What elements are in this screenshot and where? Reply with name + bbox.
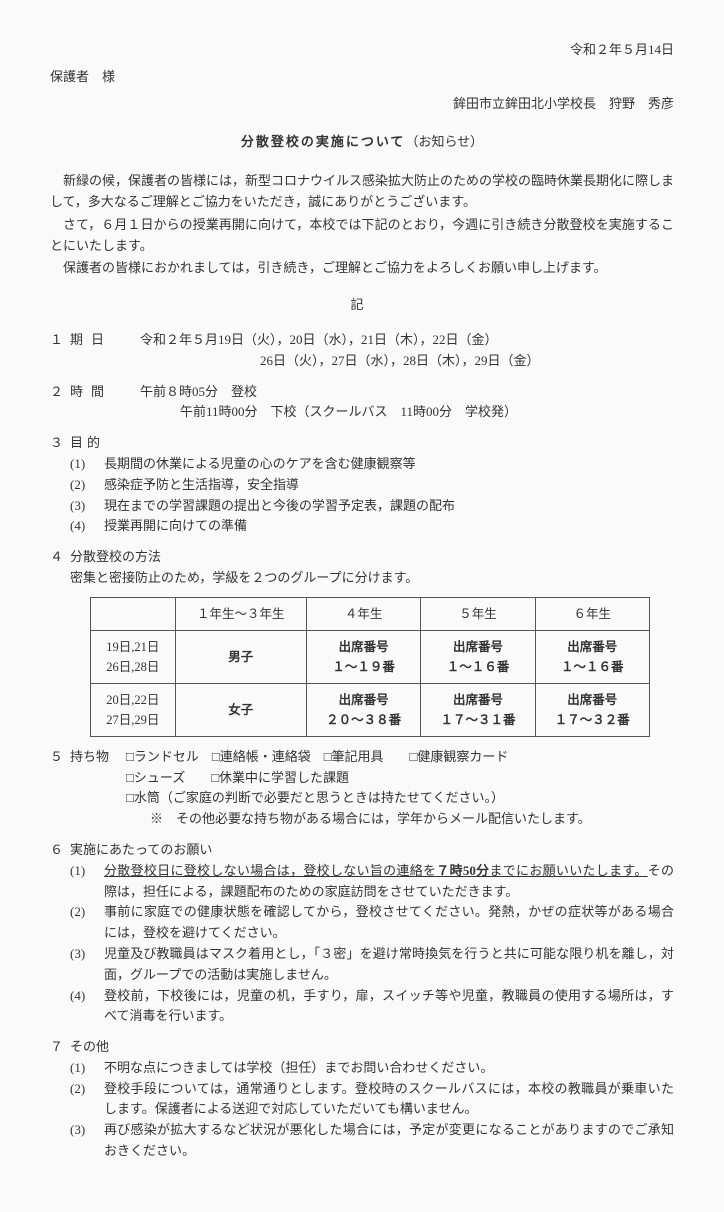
sec-label: その他 [70, 1037, 109, 1058]
sub-text: 児童及び教職員はマスク着用とし，「３密」を避け常時換気を行うと共に可能な限り机を… [104, 944, 674, 986]
sub-no: (3) [70, 1120, 104, 1162]
sec-no: ６ [50, 840, 70, 861]
items-line3: □水筒（ご家庭の判断で必要だと思うときは持たせてください。） [126, 788, 674, 809]
section-items: ５ 持ち物 □ランドセル □連絡帳・連絡袋 □筆記用具 □健康観察カード □シュ… [50, 747, 674, 830]
period-line1: 令和２年５月19日（火），20日（水），21日（木），22日（金） [140, 330, 674, 351]
sub-text: 授業再開に向けての準備 [104, 516, 674, 537]
section-request: ６ 実施にあたってのお願い (1)分散登校日に登校しない場合は，登校しない旨の連… [50, 840, 674, 1027]
recipient: 保護者 様 [50, 67, 674, 88]
sub-no: (1) [70, 454, 104, 475]
table-cell: 女子 [175, 683, 306, 736]
sec-no: １ [50, 330, 70, 351]
period-line2: 26日（火），27日（水），28日（木），29日（金） [260, 351, 674, 372]
group-table: １年生～３年生４年生５年生６年生 19日,21日26日,28日男子出席番号１～１… [90, 597, 650, 737]
sub-no: (1) [70, 861, 104, 903]
sec-label: 分散登校の方法 [70, 547, 161, 568]
section-other: ７ その他 (1)不明な点につきましては学校（担任）までお問い合わせください。(… [50, 1037, 674, 1162]
sub-text: 現在までの学習課題の提出と今後の学習予定表，課題の配布 [104, 496, 674, 517]
section-period: １ 期日 令和２年５月19日（火），20日（水），21日（木），22日（金） 2… [50, 330, 674, 372]
sub-no: (2) [70, 902, 104, 944]
items-line1: □ランドセル □連絡帳・連絡袋 □筆記用具 □健康観察カード [126, 747, 508, 768]
sec-label: 実施にあたってのお願い [70, 840, 212, 861]
sub-text: 登校手段については，通常通りとします。登校時のスクールバスには，本校の教職員が乗… [104, 1079, 674, 1121]
table-cell: 出席番号１～１６番 [421, 630, 535, 683]
sub-text: 感染症予防と生活指導，安全指導 [104, 475, 674, 496]
table-cell: 男子 [175, 630, 306, 683]
sub-text: 再び感染が拡大するなど状況が悪化した場合には，予定が変更になることがありますので… [104, 1120, 674, 1162]
intro-p3: 保護者の皆様におかれましては，引き続き，ご理解とご協力をよろしくお願い申し上げま… [50, 258, 674, 279]
sec-no: ７ [50, 1037, 70, 1058]
sub-text: 分散登校日に登校しない場合は，登校しない旨の連絡を７時50分までにお願いいたしま… [104, 861, 674, 903]
table-cell: 19日,21日26日,28日 [91, 630, 176, 683]
sec-no: ５ [50, 747, 70, 768]
title: 分散登校の実施について（お知らせ） [50, 132, 674, 153]
intro-p1: 新緑の候，保護者の皆様には，新型コロナウイルス感染拡大防止のための学校の臨時休業… [50, 171, 674, 213]
sub-no: (1) [70, 1058, 104, 1079]
items-note: ※ その他必要な持ち物がある場合には，学年からメール配信いたします。 [150, 809, 674, 830]
col-header: １年生～３年生 [175, 597, 306, 630]
sub-no: (4) [70, 986, 104, 1028]
method-desc: 密集と密接防止のため，学級を２つのグループに分けます。 [70, 568, 674, 589]
time-line2: 午前11時00分 下校（スクールバス 11時00分 学校発） [180, 402, 674, 423]
table-cell: 出席番号１７～３１番 [421, 683, 535, 736]
section-method: ４ 分散登校の方法 密集と密接防止のため，学級を２つのグループに分けます。 １年… [50, 547, 674, 737]
time-line1: 午前８時05分 登校 [140, 382, 674, 403]
sub-text: 事前に家庭での健康状態を確認してから，登校させてください。発熱，かぜの症状等があ… [104, 902, 674, 944]
section-purpose: ３ 目的 (1)長期間の休業による児童の心のケアを含む健康観察等(2)感染症予防… [50, 433, 674, 537]
section-time: ２ 時間 午前８時05分 登校 午前11時00分 下校（スクールバス 11時00… [50, 382, 674, 424]
sec-label: 期日 [70, 330, 140, 351]
title-bold: 分散登校の実施について [241, 134, 406, 149]
table-cell: 出席番号２０～３８番 [306, 683, 420, 736]
sec-label: 持ち物 [70, 747, 126, 768]
sec-no: ３ [50, 433, 70, 454]
sec-label: 目的 [70, 433, 140, 454]
sub-no: (2) [70, 1079, 104, 1121]
items-line2: □シューズ □休業中に学習した課題 [126, 768, 674, 789]
title-suffix: （お知らせ） [405, 134, 483, 149]
ki-mark: 記 [50, 295, 674, 316]
table-cell: 出席番号１７～３２番 [535, 683, 649, 736]
table-cell: 出席番号１～１９番 [306, 630, 420, 683]
sub-no: (2) [70, 475, 104, 496]
col-header: ４年生 [306, 597, 420, 630]
sub-no: (3) [70, 944, 104, 986]
sec-no: ２ [50, 382, 70, 403]
sub-text: 不明な点につきましては学校（担任）までお問い合わせください。 [104, 1058, 674, 1079]
sub-text: 登校前，下校後には，児童の机，手すり，扉，スイッチ等や児童，教職員の使用する場所… [104, 986, 674, 1028]
sub-text: 長期間の休業による児童の心のケアを含む健康観察等 [104, 454, 674, 475]
col-header: ５年生 [421, 597, 535, 630]
intro-p2: さて，６月１日からの授業再開に向けて，本校では下記のとおり，今週に引き続き分散登… [50, 215, 674, 257]
sender: 鉾田市立鉾田北小学校長 狩野 秀彦 [50, 94, 674, 115]
sub-no: (4) [70, 516, 104, 537]
sec-no: ４ [50, 547, 70, 568]
col-header: ６年生 [535, 597, 649, 630]
doc-date: 令和２年５月14日 [50, 40, 674, 61]
table-cell: 20日,22日27日,29日 [91, 683, 176, 736]
col-header [91, 597, 176, 630]
sec-label: 時間 [70, 382, 140, 403]
table-cell: 出席番号１～１６番 [535, 630, 649, 683]
sub-no: (3) [70, 496, 104, 517]
